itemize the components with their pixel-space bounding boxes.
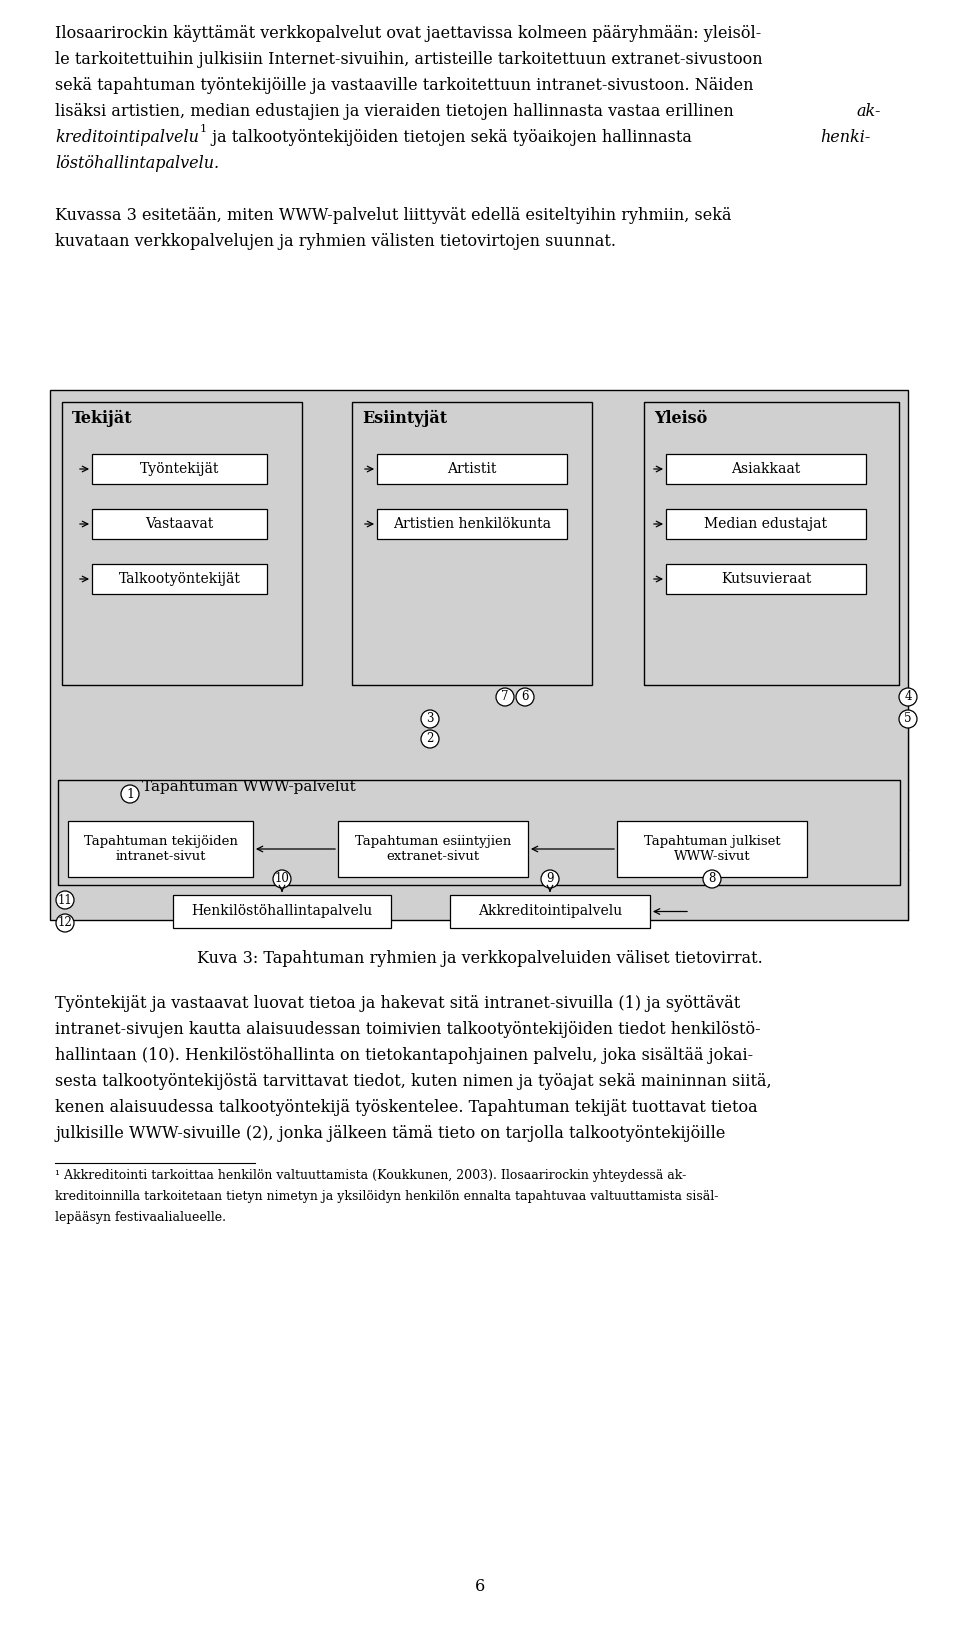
Text: 11: 11: [58, 894, 72, 907]
FancyBboxPatch shape: [377, 453, 567, 484]
Text: Työntekijät: Työntekijät: [140, 461, 219, 476]
Circle shape: [121, 785, 139, 803]
Text: Henkilöstöhallintapalvelu: Henkilöstöhallintapalvelu: [191, 905, 372, 918]
Text: kreditoinnilla tarkoitetaan tietyn nimetyn ja yksilöidyn henkilön ennalta tapaht: kreditoinnilla tarkoitetaan tietyn nimet…: [55, 1190, 718, 1202]
Text: löstöhallintapalvelu.: löstöhallintapalvelu.: [55, 154, 219, 172]
Text: ¹ Akkreditointi tarkoittaa henkilön valtuuttamista (Koukkunen, 2003). Ilosaariro: ¹ Akkreditointi tarkoittaa henkilön valt…: [55, 1168, 686, 1181]
Circle shape: [541, 869, 559, 887]
Text: Tekijät: Tekijät: [72, 410, 132, 427]
Text: 3: 3: [426, 712, 434, 725]
Text: Vastaavat: Vastaavat: [145, 517, 214, 531]
Circle shape: [421, 710, 439, 728]
Text: Kuvassa 3 esitetään, miten WWW-palvelut liittyvät edellä esiteltyihin ryhmiin, s: Kuvassa 3 esitetään, miten WWW-palvelut …: [55, 206, 732, 224]
FancyBboxPatch shape: [68, 821, 253, 878]
Text: hallintaan (10). Henkilöstöhallinta on tietokantapohjainen palvelu, joka sisältä: hallintaan (10). Henkilöstöhallinta on t…: [55, 1046, 754, 1064]
Text: Tapahtuman esiintyjien
extranet-sivut: Tapahtuman esiintyjien extranet-sivut: [355, 835, 511, 863]
Text: Ilosaarirockin käyttämät verkkopalvelut ovat jaettavissa kolmeen pääryhmään: yle: Ilosaarirockin käyttämät verkkopalvelut …: [55, 24, 761, 42]
Circle shape: [899, 687, 917, 705]
FancyBboxPatch shape: [338, 821, 528, 878]
Text: Yleisö: Yleisö: [654, 410, 708, 427]
Text: 6: 6: [521, 691, 529, 704]
FancyBboxPatch shape: [92, 453, 267, 484]
Text: 4: 4: [904, 691, 912, 704]
FancyBboxPatch shape: [92, 509, 267, 540]
Circle shape: [421, 730, 439, 748]
Circle shape: [516, 687, 534, 705]
Text: le tarkoitettuihin julkisiin Internet-sivuihin, artisteille tarkoitettuun extran: le tarkoitettuihin julkisiin Internet-si…: [55, 50, 762, 68]
Text: kuvataan verkkopalvelujen ja ryhmien välisten tietovirtojen suunnat.: kuvataan verkkopalvelujen ja ryhmien väl…: [55, 232, 616, 250]
Text: sesta talkootyöntekijöstä tarvittavat tiedot, kuten nimen ja työajat sekä mainin: sesta talkootyöntekijöstä tarvittavat ti…: [55, 1072, 772, 1090]
Text: 1: 1: [200, 124, 207, 133]
FancyBboxPatch shape: [62, 401, 302, 686]
Text: Tapahtuman julkiset
WWW-sivut: Tapahtuman julkiset WWW-sivut: [644, 835, 780, 863]
Text: 12: 12: [58, 916, 72, 929]
Text: lepääsyn festivaalialueelle.: lepääsyn festivaalialueelle.: [55, 1211, 226, 1224]
Text: 10: 10: [275, 873, 289, 886]
Text: Talkootyöntekijät: Talkootyöntekijät: [119, 572, 240, 587]
Text: 8: 8: [708, 873, 716, 886]
Text: Kutsuvieraat: Kutsuvieraat: [721, 572, 811, 587]
FancyBboxPatch shape: [50, 390, 908, 920]
Text: 6: 6: [475, 1578, 485, 1596]
Text: 5: 5: [904, 712, 912, 725]
Text: ja talkootyöntekijöiden tietojen sekä työaikojen hallinnasta: ja talkootyöntekijöiden tietojen sekä ty…: [207, 128, 697, 146]
Text: henki-: henki-: [820, 128, 871, 146]
FancyBboxPatch shape: [352, 401, 592, 686]
FancyBboxPatch shape: [617, 821, 807, 878]
FancyBboxPatch shape: [58, 780, 900, 886]
Text: lisäksi artistien, median edustajien ja vieraiden tietojen hallinnasta vastaa er: lisäksi artistien, median edustajien ja …: [55, 102, 739, 120]
Text: Kuva 3: Tapahtuman ryhmien ja verkkopalveluiden väliset tietovirrat.: Kuva 3: Tapahtuman ryhmien ja verkkopalv…: [197, 951, 763, 967]
FancyBboxPatch shape: [666, 509, 866, 540]
Text: Esiintyjät: Esiintyjät: [362, 410, 447, 427]
FancyBboxPatch shape: [173, 895, 391, 928]
Circle shape: [273, 869, 291, 887]
Text: kreditointipalvelu: kreditointipalvelu: [55, 128, 199, 146]
FancyBboxPatch shape: [666, 453, 866, 484]
Text: Tapahtuman tekijöiden
intranet-sivut: Tapahtuman tekijöiden intranet-sivut: [84, 835, 237, 863]
Text: intranet-sivujen kautta alaisuudessan toimivien talkootyöntekijöiden tiedot henk: intranet-sivujen kautta alaisuudessan to…: [55, 1020, 760, 1038]
Circle shape: [703, 869, 721, 887]
Text: 9: 9: [546, 873, 554, 886]
FancyBboxPatch shape: [92, 564, 267, 595]
FancyBboxPatch shape: [644, 401, 899, 686]
Text: Työntekijät ja vastaavat luovat tietoa ja hakevat sitä intranet-sivuilla (1) ja : Työntekijät ja vastaavat luovat tietoa j…: [55, 994, 740, 1012]
Text: 7: 7: [501, 691, 509, 704]
Text: kenen alaisuudessa talkootyöntekijä työskentelee. Tapahtuman tekijät tuottavat t: kenen alaisuudessa talkootyöntekijä työs…: [55, 1098, 757, 1116]
Text: 2: 2: [426, 733, 434, 746]
Text: julkisille WWW-sivuille (2), jonka jälkeen tämä tieto on tarjolla talkootyönteki: julkisille WWW-sivuille (2), jonka jälke…: [55, 1124, 726, 1142]
Circle shape: [56, 891, 74, 908]
Text: Tapahtuman WWW-palvelut: Tapahtuman WWW-palvelut: [142, 780, 356, 795]
Text: Akkreditointipalvelu: Akkreditointipalvelu: [478, 905, 622, 918]
Text: sekä tapahtuman työntekijöille ja vastaaville tarkoitettuun intranet-sivustoon. : sekä tapahtuman työntekijöille ja vastaa…: [55, 76, 754, 94]
FancyBboxPatch shape: [450, 895, 650, 928]
Text: ak-: ak-: [856, 102, 880, 120]
Text: Artistien henkilökunta: Artistien henkilökunta: [393, 517, 551, 531]
Text: Asiakkaat: Asiakkaat: [732, 461, 801, 476]
Text: 1: 1: [126, 788, 134, 801]
Circle shape: [56, 913, 74, 933]
Text: Artistit: Artistit: [447, 461, 496, 476]
FancyBboxPatch shape: [377, 509, 567, 540]
FancyBboxPatch shape: [666, 564, 866, 595]
Circle shape: [899, 710, 917, 728]
Text: Median edustajat: Median edustajat: [705, 517, 828, 531]
Circle shape: [496, 687, 514, 705]
